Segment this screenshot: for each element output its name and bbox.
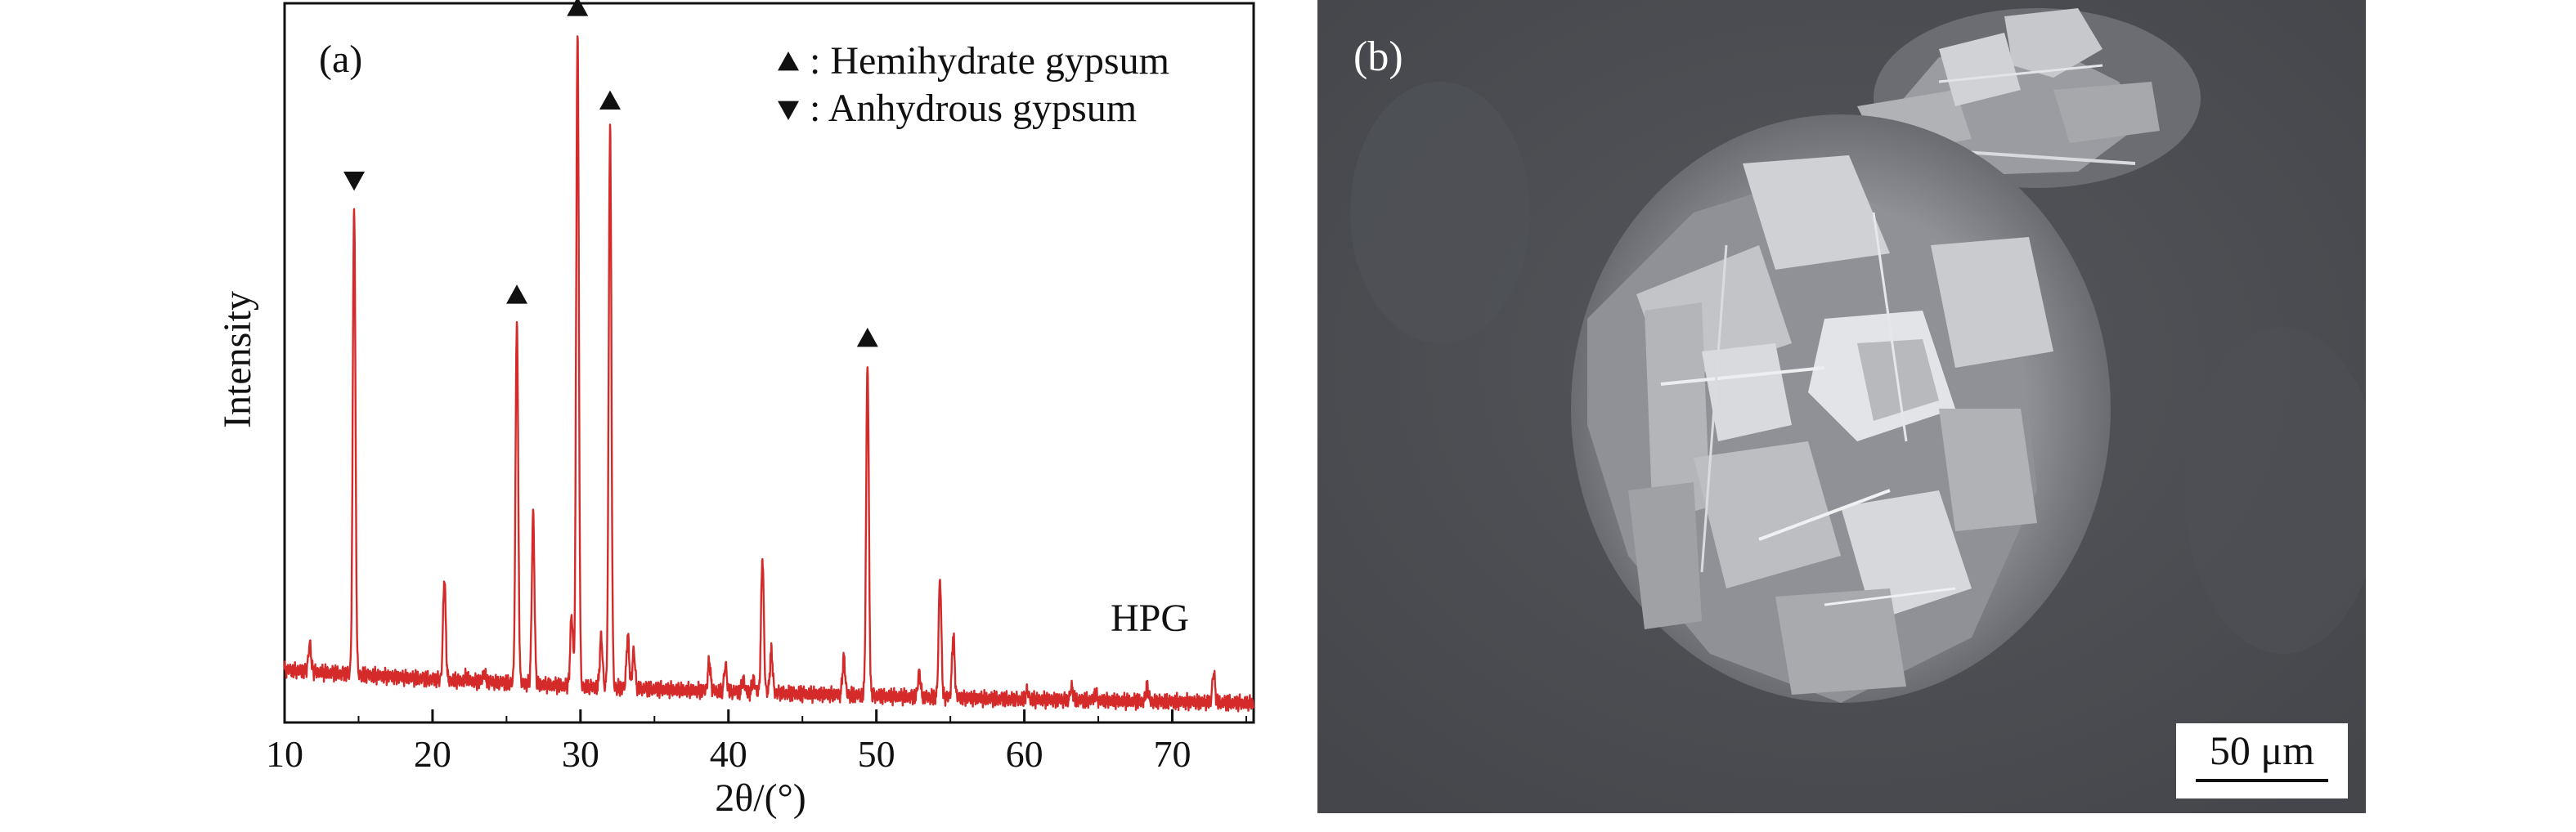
hemihydrate-peak-marker: [599, 90, 622, 110]
x-tick-label: 60: [1006, 733, 1043, 775]
sem-micrograph: [1317, 0, 2366, 813]
scale-bar: [2196, 779, 2328, 782]
y-axis-title: Intensity: [216, 291, 259, 428]
sem-micrograph-panel: (b) 50 μm: [1317, 0, 2366, 813]
anhydrous-peak-marker: [343, 172, 366, 191]
series-label-hpg: HPG: [1111, 597, 1189, 640]
legend-symbol-anhydrous: [778, 101, 799, 120]
legend-symbol-hemihydrate: [778, 51, 799, 71]
plot-frame: [283, 2, 1255, 724]
hemihydrate-peak-marker: [567, 0, 589, 16]
x-tick-label: 10: [266, 733, 303, 775]
xrd-chart-panel: 10 20 30 40 50 60 70 : Hemihydrate gypsum: Anh…: [0, 0, 1276, 832]
x-tick-label: 70: [1153, 733, 1191, 775]
legend-label-hemihydrate: : Hemihydrate gypsum: [810, 39, 1169, 83]
x-tick-label: 50: [858, 733, 895, 775]
hemihydrate-peak-marker: [856, 328, 878, 347]
chart-panel-label: (a): [319, 38, 362, 81]
xrd-chart: 10 20 30 40 50 60 70 : Hemihydrate gypsum: Anh…: [216, 0, 1255, 820]
scale-bar-box: 50 μm: [2176, 723, 2348, 798]
x-axis-title: 2θ/(°): [715, 776, 806, 820]
sem-panel-label: (b): [1353, 34, 1403, 80]
hemihydrate-peak-marker: [506, 284, 528, 304]
x-tick-label: 20: [414, 733, 451, 775]
x-tick-label: 40: [710, 733, 747, 775]
scale-bar-label: 50 μm: [2209, 727, 2315, 773]
small-crystal-cluster: [1857, 8, 2201, 188]
xrd-curve-hpg: [283, 35, 1255, 713]
x-tick-label: 30: [562, 733, 599, 775]
main-crystal-cluster: [1571, 114, 2111, 703]
legend-label-anhydrous: : Anhydrous gypsum: [810, 87, 1137, 130]
